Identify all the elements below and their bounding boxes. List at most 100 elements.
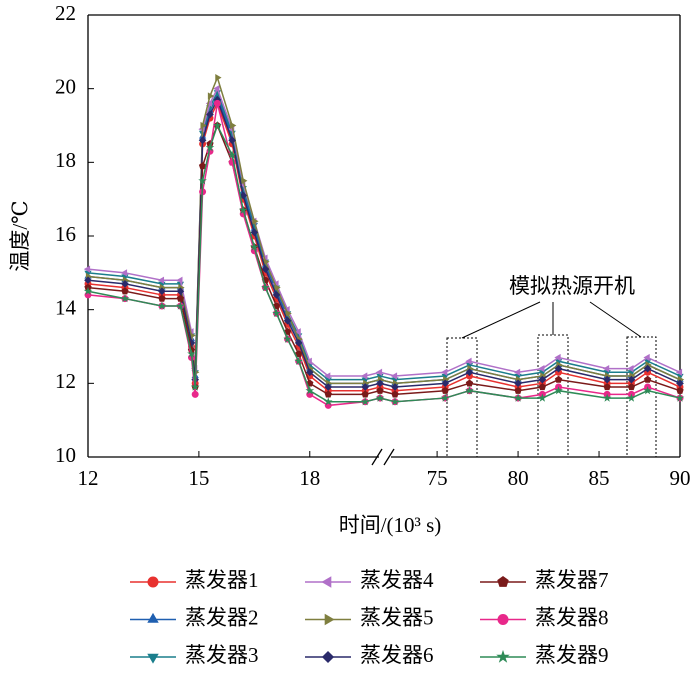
marker: [538, 393, 547, 402]
series-line: [87, 94, 681, 385]
marker: [554, 375, 563, 383]
legend-marker: [147, 576, 159, 588]
marker: [675, 393, 685, 402]
marker: [538, 364, 545, 373]
marker: [215, 73, 222, 82]
legend-label: 蒸发器6: [360, 643, 434, 667]
annotation: 模拟热源开机: [509, 274, 635, 298]
marker: [305, 386, 315, 395]
y-tick-label: 18: [55, 148, 76, 172]
marker: [191, 390, 199, 398]
marker: [465, 368, 474, 377]
x-tick-label: 12: [78, 466, 99, 490]
series-line: [87, 97, 681, 388]
marker: [676, 386, 684, 394]
series: [87, 101, 681, 392]
marker: [227, 150, 237, 159]
marker: [676, 379, 684, 388]
marker: [176, 301, 185, 310]
marker: [263, 258, 270, 266]
marker: [554, 386, 563, 395]
marker: [158, 294, 166, 302]
marker: [360, 397, 370, 406]
marker: [440, 368, 448, 376]
marker: [206, 110, 214, 119]
marker: [121, 287, 129, 295]
marker: [190, 382, 200, 391]
marker: [465, 379, 474, 387]
marker: [305, 368, 314, 377]
marker: [361, 390, 369, 398]
marker: [241, 177, 248, 185]
legend-marker: [321, 650, 335, 664]
legend-label: 蒸发器4: [360, 568, 434, 592]
marker: [198, 136, 207, 145]
y-tick-label: 16: [55, 222, 76, 246]
marker: [176, 287, 185, 296]
x-tick-label: 90: [670, 466, 691, 490]
marker: [205, 143, 215, 152]
marker: [643, 353, 650, 362]
marker: [324, 383, 333, 391]
marker: [513, 393, 523, 402]
marker: [514, 379, 522, 388]
legend-marker: [497, 614, 509, 625]
series: [87, 75, 681, 385]
y-tick-label: 14: [55, 295, 77, 319]
series-line: [87, 123, 681, 403]
series-line: [87, 90, 681, 381]
series: [87, 97, 681, 388]
series: [87, 94, 681, 385]
marker: [324, 390, 332, 398]
legend-label: 蒸发器1: [185, 568, 259, 592]
marker: [361, 383, 370, 391]
marker: [294, 338, 303, 347]
marker: [158, 287, 166, 296]
y-tick-label: 10: [55, 443, 76, 467]
marker: [228, 136, 237, 145]
legend-label: 蒸发器8: [535, 605, 609, 629]
series-line: [87, 123, 681, 396]
marker: [361, 372, 368, 380]
marker: [513, 368, 521, 376]
marker: [213, 120, 222, 130]
marker: [200, 121, 207, 130]
marker: [157, 276, 165, 284]
y-tick-label: 12: [55, 369, 76, 393]
marker: [675, 368, 683, 376]
legend-marker: [324, 613, 335, 626]
x-tick-label: 75: [427, 466, 448, 490]
marker: [198, 162, 207, 170]
marker: [391, 390, 399, 398]
marker: [441, 379, 450, 388]
marker: [603, 375, 611, 384]
series: [87, 103, 681, 407]
series-line: [87, 101, 681, 392]
marker: [238, 205, 248, 214]
marker: [643, 375, 652, 383]
x-tick-label: 18: [299, 466, 320, 490]
marker: [230, 121, 237, 130]
marker: [285, 309, 292, 317]
marker: [538, 375, 547, 384]
marker: [324, 372, 331, 380]
marker: [121, 280, 129, 288]
series-line: [87, 75, 681, 385]
legend-label: 蒸发器7: [535, 568, 609, 592]
marker: [83, 286, 93, 295]
legend-label: 蒸发器3: [185, 643, 259, 667]
marker: [305, 357, 312, 365]
marker: [176, 294, 185, 302]
marker: [120, 269, 128, 277]
marker: [602, 364, 610, 373]
marker: [376, 386, 384, 394]
series: [87, 123, 681, 396]
marker: [643, 364, 652, 373]
marker: [274, 283, 281, 292]
legend-marker: [496, 649, 510, 663]
marker: [294, 356, 304, 365]
marker: [250, 228, 259, 237]
x-tick-label: 15: [188, 466, 209, 490]
marker: [390, 372, 398, 380]
